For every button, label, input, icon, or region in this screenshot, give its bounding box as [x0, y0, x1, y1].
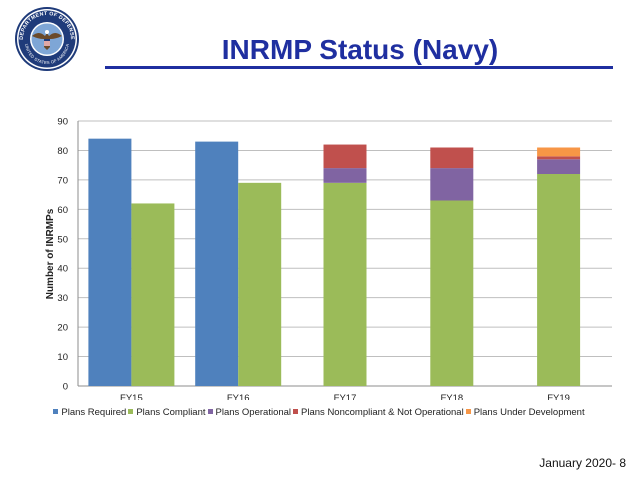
- legend-item: Plans Under Development: [465, 407, 585, 418]
- legend-label: Plans Noncompliant & Not Operational: [301, 407, 464, 418]
- legend-swatch: [128, 408, 134, 414]
- y-tick-label: 80: [57, 146, 68, 157]
- bar-plans-under-development: [537, 147, 581, 157]
- y-tick-label: 40: [57, 264, 68, 275]
- legend-swatch: [465, 408, 471, 414]
- bar-plans-noncompliant-not-operational: [430, 147, 474, 169]
- bar-plans-noncompliant-not-operational: [323, 144, 367, 169]
- y-tick-label: 70: [57, 175, 68, 186]
- x-tick-label: FY19: [547, 393, 570, 400]
- bar-plans-compliant: [131, 203, 175, 386]
- bar-plans-required: [88, 138, 132, 386]
- legend-item: Plans Operational: [207, 407, 292, 418]
- legend-label: Plans Operational: [215, 407, 292, 418]
- inrmp-status-chart: 0 10 20 30 40 50 60 70 80 90 Number of INRMPs FY15 F…: [45, 117, 612, 400]
- legend-label: Plans Compliant: [136, 407, 206, 418]
- bar-plans-compliant: [323, 182, 367, 386]
- legend-swatch: [53, 408, 59, 414]
- bar-plans-compliant: [238, 182, 282, 386]
- legend-swatch: [207, 408, 213, 414]
- bar-plans-noncompliant-not-operational: [537, 156, 581, 160]
- bar-plans-operational: [323, 168, 367, 183]
- y-axis-label: Number of INRMPs: [45, 208, 56, 299]
- x-tick-label: FY15: [120, 393, 143, 400]
- bar-plans-compliant: [537, 174, 581, 386]
- chart-legend: Plans Required Plans Compliant Plans Opera…: [0, 407, 638, 418]
- legend-item: Plans Compliant: [128, 407, 206, 418]
- legend-item: Plans Noncompliant & Not Operational: [293, 407, 464, 418]
- legend-label: Plans Required: [61, 407, 127, 418]
- y-tick-label: 50: [57, 234, 68, 245]
- legend-label: Plans Under Development: [473, 407, 585, 418]
- legend-swatch: [293, 408, 299, 414]
- bar-plans-required: [195, 141, 239, 386]
- bar-plans-operational: [430, 168, 474, 201]
- bar-plans-compliant: [430, 200, 474, 386]
- y-tick-label: 10: [57, 352, 68, 363]
- legend-item: Plans Required: [53, 407, 126, 418]
- y-tick-label: 90: [57, 117, 68, 128]
- slide-footer: January 2020- 8: [539, 456, 626, 470]
- slide-title: INRMP Status (Navy): [221, 34, 499, 65]
- x-tick-label: FY16: [227, 393, 250, 400]
- y-tick-label: 30: [57, 293, 68, 304]
- title-underline: [105, 66, 613, 69]
- y-tick-label: 0: [63, 382, 68, 393]
- y-tick-label: 20: [57, 323, 68, 334]
- y-tick-label: 60: [57, 205, 68, 216]
- x-tick-label: FY17: [334, 393, 357, 400]
- dod-seal-logo: DEPARTMENT OF DEFENSE UNITED STATES OF A…: [15, 7, 79, 71]
- bar-plans-operational: [537, 159, 581, 174]
- x-tick-label: FY18: [440, 393, 463, 400]
